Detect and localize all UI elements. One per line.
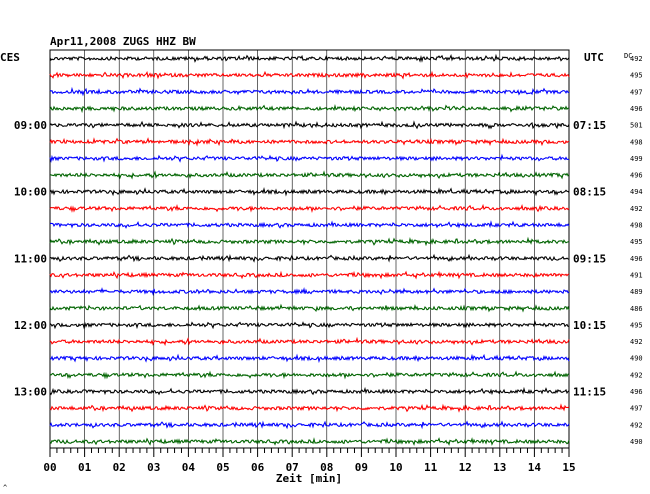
dc-value-label: 498	[630, 138, 643, 146]
dc-value-label: 501	[630, 122, 643, 130]
dc-value-label: 496	[630, 172, 643, 180]
dc-value-label: 492	[630, 371, 643, 379]
hour-label-left: 13:00	[14, 386, 47, 399]
trace-line	[49, 253, 570, 263]
footer-mark: ^	[3, 484, 7, 492]
dc-header-label: DC	[624, 52, 632, 60]
dc-value-label: 494	[630, 188, 643, 196]
dc-value-label: 492	[630, 338, 643, 346]
x-tick-label: 13	[493, 461, 506, 474]
x-tick-label: 07	[286, 461, 299, 474]
dc-value-label: 490	[630, 355, 643, 363]
dc-value-label: 497	[630, 405, 643, 413]
trace-line	[49, 203, 570, 213]
dc-value-label: 492	[630, 55, 643, 63]
trace-line	[49, 53, 570, 63]
dc-value-label: 499	[630, 155, 643, 163]
hour-label-right: 09:15	[573, 252, 606, 265]
trace-line	[49, 403, 570, 413]
hour-label-right: 11:15	[573, 386, 606, 399]
x-tick-label: 10	[389, 461, 402, 474]
hour-label-left: 12:00	[14, 319, 47, 332]
trace-line	[49, 420, 570, 430]
trace-line	[49, 353, 570, 364]
dc-value-label: 492	[630, 421, 643, 429]
trace-line	[49, 170, 570, 180]
hour-label-left: 09:00	[14, 119, 47, 132]
trace-line	[49, 386, 570, 396]
trace-line	[49, 270, 570, 280]
hour-label-left: 11:00	[14, 252, 47, 265]
chart-title: Apr11,2008 ZUGS HHZ BW	[50, 35, 196, 48]
trace-line	[49, 153, 570, 163]
dc-value-label: 497	[630, 88, 643, 96]
trace-line	[49, 236, 570, 247]
dc-value-label: 486	[630, 305, 643, 313]
x-tick-label: 02	[113, 461, 126, 474]
x-tick-label: 03	[147, 461, 160, 474]
dc-value-label: 491	[630, 271, 643, 279]
dc-value-label: 498	[630, 222, 643, 230]
dc-value-label: 496	[630, 105, 643, 113]
trace-line	[49, 104, 570, 114]
x-tick-label: 06	[251, 461, 265, 474]
trace-line	[49, 336, 570, 347]
x-axis-label: Zeit [min]	[276, 472, 342, 485]
hour-label-right: 10:15	[573, 319, 606, 332]
dc-value-label: 490	[630, 438, 643, 446]
x-tick-label: 05	[216, 461, 229, 474]
x-tick-label: 04	[182, 461, 196, 474]
hour-label-right: 07:15	[573, 119, 606, 132]
trace-line	[49, 220, 570, 229]
left-timezone-label: CES	[0, 51, 20, 64]
x-tick-label: 12	[459, 461, 472, 474]
trace-line	[49, 303, 570, 313]
dc-value-label: 495	[630, 321, 643, 329]
x-tick-label: 08	[320, 461, 333, 474]
plot-frame	[49, 49, 570, 449]
x-tick-label: 01	[78, 461, 92, 474]
trace-line	[49, 286, 570, 297]
trace-line	[49, 120, 570, 130]
trace-line	[49, 187, 570, 197]
x-tick-label: 11	[424, 461, 438, 474]
trace-line	[49, 137, 570, 147]
x-tick-label: 09	[355, 461, 368, 474]
dc-value-label: 495	[630, 238, 643, 246]
dc-value-label: 492	[630, 205, 643, 213]
hour-label-right: 08:15	[573, 186, 606, 199]
trace-line	[49, 370, 570, 380]
trace-line	[49, 437, 570, 447]
trace-line	[49, 320, 570, 330]
trace-line	[49, 70, 570, 80]
right-timezone-label: UTC	[584, 51, 604, 64]
dc-value-label: 496	[630, 255, 643, 263]
x-tick-label: 15	[562, 461, 575, 474]
x-tick-label: 14	[528, 461, 542, 474]
dc-value-label: 489	[630, 288, 643, 296]
x-tick-label: 00	[43, 461, 56, 474]
hour-label-left: 10:00	[14, 186, 47, 199]
dc-value-label: 495	[630, 72, 643, 80]
dc-value-label: 496	[630, 388, 643, 396]
trace-line	[49, 86, 570, 97]
